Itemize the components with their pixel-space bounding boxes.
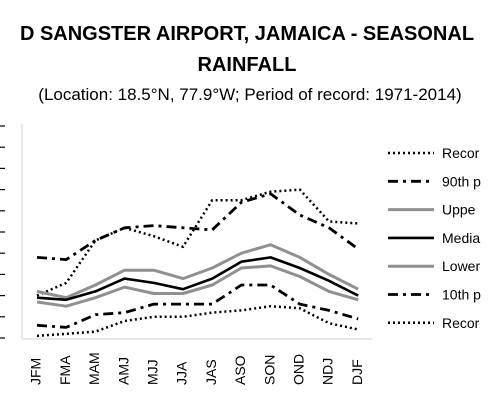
x-tick-label: OND (291, 354, 307, 385)
x-tick-label: SON (261, 355, 277, 385)
x-tick-label: JJA (174, 361, 190, 385)
chart-title-line2: RAINFALL (198, 54, 297, 76)
x-tick-label: JFM (28, 358, 44, 385)
x-tick-label: AMJ (115, 357, 131, 385)
series-line-1 (36, 188, 359, 297)
series-line-5 (36, 264, 359, 308)
x-tick-label: NDJ (320, 358, 336, 385)
x-tick-label: MAM (86, 352, 102, 385)
x-tick-label: DJF (349, 359, 365, 385)
series-line-6 (36, 283, 359, 329)
plot-area: JFM FMA MAM AMJ MJJ JJA JAS ASO SON OND NDJ DJF (0, 124, 372, 385)
legend-label: Recor (442, 315, 480, 331)
legend: Recor 90th p Uppe Media Lower 10th p Recor (388, 145, 481, 331)
series-line-4 (36, 256, 359, 302)
legend-label: 10th p (442, 287, 481, 303)
legend-label: Lower (442, 258, 480, 274)
chart-title-line1: D SANGSTER AIRPORT, JAMAICA - SEASONAL (20, 23, 474, 45)
chart-subtitle: (Location: 18.5°N, 77.9°W; Period of rec… (38, 85, 461, 104)
series-line-3 (36, 243, 359, 300)
legend-label: Media (442, 230, 480, 246)
x-tick-label: JAS (203, 359, 219, 385)
legend-label: Recor (442, 145, 480, 161)
x-tick-label: ASO (232, 355, 248, 385)
legend-label: Uppe (442, 202, 476, 218)
legend-label: 90th p (442, 173, 481, 189)
x-tick-label: MJJ (145, 359, 161, 385)
x-tick-label: FMA (57, 355, 73, 385)
series-line-7 (36, 304, 359, 338)
series-line-2 (36, 192, 360, 262)
